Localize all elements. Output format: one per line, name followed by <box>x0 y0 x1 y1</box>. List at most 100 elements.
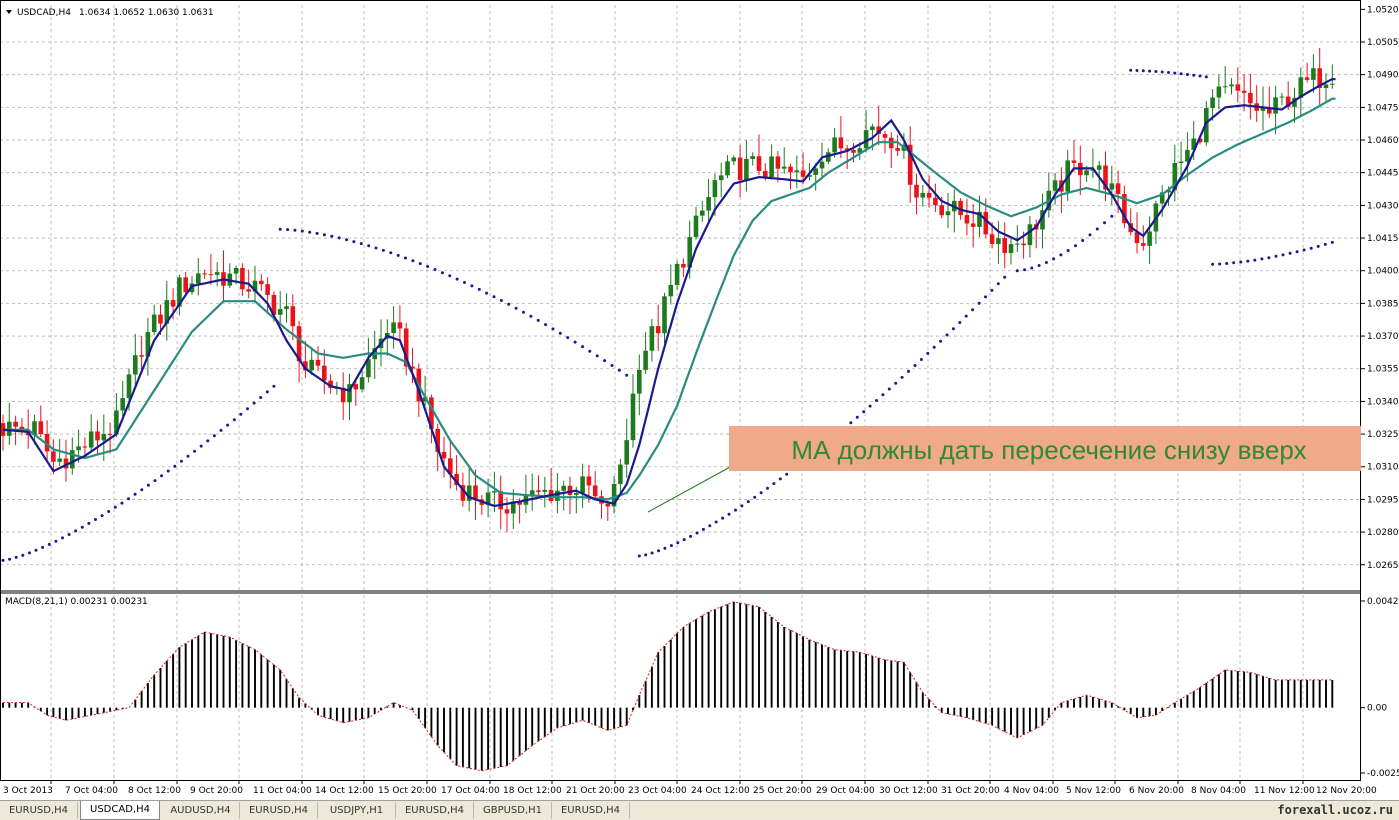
tab-eurusd-h4-2[interactable]: EURUSD,H4 <box>240 802 318 819</box>
sar-dot <box>411 259 415 263</box>
annotation-pointer <box>647 465 733 513</box>
candle <box>744 140 749 192</box>
candle <box>750 152 755 166</box>
candle <box>315 346 321 372</box>
tab-audusd-h4[interactable]: AUDUSD,H4 <box>162 802 240 819</box>
candle <box>259 273 264 291</box>
sar-dot <box>617 368 621 372</box>
candle <box>775 151 781 183</box>
sar-dot <box>650 551 654 555</box>
candle <box>1235 67 1241 103</box>
sar-dot <box>1323 242 1327 246</box>
tab-eurusd-h4[interactable]: EURUSD,H4 <box>0 802 78 819</box>
macd-axis[interactable]: 0.00423 0.00 -0.00259 <box>1361 597 1399 779</box>
candle <box>391 306 396 349</box>
sar-dot <box>566 336 570 340</box>
price-tick-label: 1.0475 <box>1367 103 1399 113</box>
candle <box>920 184 926 207</box>
sar-dot <box>315 231 319 235</box>
sar-dot <box>1173 71 1177 75</box>
candle <box>95 420 100 456</box>
macd-grid <box>50 595 1304 779</box>
sar-dot <box>996 282 1000 286</box>
sar-dot <box>1288 251 1292 255</box>
candle <box>1015 225 1020 253</box>
candle <box>731 155 737 166</box>
macd-tick-label: -0.00259 <box>1367 769 1399 779</box>
sar-dot <box>1330 240 1334 244</box>
candle <box>611 475 617 514</box>
candle <box>265 277 270 315</box>
time-axis[interactable]: 3 Oct 2013 7 Oct 04:00 8 Oct 12:00 9 Oct 20… <box>3 780 1377 796</box>
sar-dot <box>1088 233 1092 237</box>
sar-dot <box>1211 262 1215 266</box>
sar-dot <box>160 474 164 478</box>
sar-dot <box>455 277 459 281</box>
candle <box>970 204 976 248</box>
sar-dot <box>1052 257 1056 261</box>
parabolic-sar <box>1 68 1334 562</box>
sar-dot <box>1 558 5 562</box>
tab-gbpusd-h1[interactable]: GBPUSD,H1 <box>474 802 552 819</box>
candle <box>82 437 88 457</box>
candle <box>1109 165 1115 206</box>
candle <box>70 437 75 475</box>
sar-dot <box>682 538 686 542</box>
time-tick-label: 11 Nov 12:00 <box>1254 786 1315 796</box>
tab-eurusd-h4-4[interactable]: EURUSD,H4 <box>552 802 630 819</box>
time-tick-label: 15 Oct 20:00 <box>378 786 437 796</box>
sar-dot <box>663 546 667 550</box>
sar-dot <box>300 229 304 233</box>
sar-dot <box>1204 75 1208 79</box>
candle <box>1298 67 1304 117</box>
sar-dot <box>558 331 562 335</box>
sar-dot <box>14 555 18 559</box>
sar-dot <box>396 253 400 257</box>
time-tick-label: 8 Nov 04:00 <box>1191 786 1246 796</box>
sar-dot <box>1302 248 1306 252</box>
candle <box>933 183 938 213</box>
sar-dot <box>932 345 936 349</box>
candle <box>618 458 623 493</box>
candle <box>202 269 207 279</box>
price-tick-label: 1.0325 <box>1367 430 1399 440</box>
sar-dot <box>849 421 853 425</box>
sar-dot <box>1281 253 1285 257</box>
candle <box>498 475 503 530</box>
sar-dot <box>54 539 58 543</box>
tab-usdcad-h4[interactable]: USDCAD,H4 <box>80 801 160 820</box>
candle <box>183 271 188 296</box>
sar-dot <box>1232 261 1236 265</box>
sar-dot <box>1260 257 1264 261</box>
collapse-arrow-icon[interactable] <box>6 10 12 14</box>
sar-dot <box>440 271 444 275</box>
sar-dot <box>977 301 981 305</box>
candle <box>1040 193 1045 249</box>
sar-dot <box>958 321 962 324</box>
sar-dot <box>573 340 577 344</box>
candle <box>1172 144 1178 202</box>
sar-dot <box>113 505 117 509</box>
sar-dot <box>100 514 104 518</box>
candle <box>177 274 182 316</box>
sar-dot <box>625 373 629 377</box>
candle <box>844 145 850 169</box>
sar-dot <box>374 246 378 250</box>
sar-dot <box>669 544 673 548</box>
candle <box>63 439 69 482</box>
price-tick-label: 1.0295 <box>1367 495 1399 505</box>
sar-dot <box>894 381 898 385</box>
chart-area: 1.0520 1.0505 1.0490 1.0475 1.0460 1.0445 1.04… <box>0 0 1399 796</box>
tab-usdjpy-h1[interactable]: USDJPY,H1 <box>318 802 396 819</box>
sar-dot <box>1141 69 1145 73</box>
time-tick-label: 8 Oct 12:00 <box>128 786 181 796</box>
price-axis[interactable]: 1.0520 1.0505 1.0490 1.0475 1.0460 1.0445 1.04… <box>1361 5 1399 571</box>
sar-dot <box>246 407 249 411</box>
candle <box>996 221 1001 264</box>
sar-dot <box>1015 269 1019 273</box>
sar-dot <box>252 401 256 405</box>
candle <box>1071 139 1077 172</box>
candle <box>1052 172 1058 205</box>
tab-eurusd-h4-3[interactable]: EURUSD,H4 <box>396 802 474 819</box>
candle <box>536 475 541 497</box>
